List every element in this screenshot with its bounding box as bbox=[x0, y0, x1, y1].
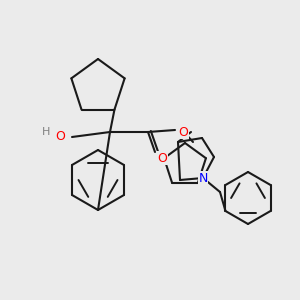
Text: O: O bbox=[178, 125, 188, 139]
Text: O: O bbox=[55, 130, 65, 143]
Text: H: H bbox=[42, 127, 50, 137]
Text: N: N bbox=[198, 172, 208, 184]
Text: O: O bbox=[157, 152, 167, 164]
